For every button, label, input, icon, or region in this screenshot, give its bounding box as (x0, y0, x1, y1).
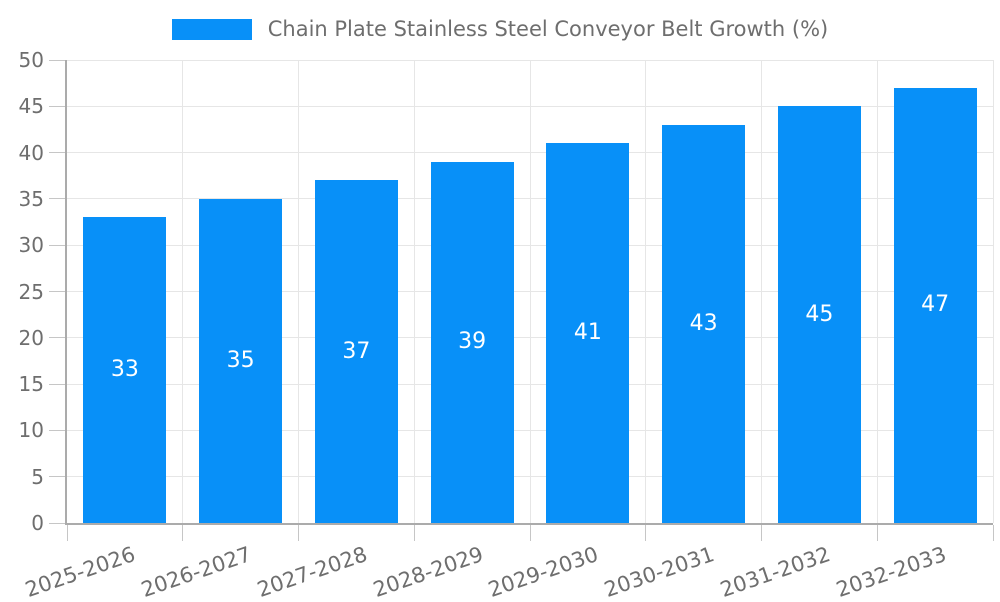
y-axis-tick (49, 105, 65, 107)
bar-value-label: 37 (342, 338, 371, 364)
bar-value-label: 41 (573, 320, 602, 346)
bar-value-label: 35 (226, 347, 255, 373)
x-axis-category-label: 2028-2029 (369, 542, 486, 602)
bar (314, 180, 398, 523)
y-axis-line (65, 60, 67, 525)
y-axis-tick (49, 476, 65, 478)
bar (199, 198, 283, 523)
bar-value-label: 45 (805, 301, 834, 327)
x-axis-category-label: 2032-2033 (832, 542, 949, 602)
x-axis-tick (529, 525, 531, 541)
gridline-vertical (992, 60, 994, 523)
y-axis-tick-label: 0 (31, 511, 44, 535)
bar-value-label: 43 (689, 310, 718, 336)
x-axis-category-label: 2025-2026 (22, 542, 139, 602)
y-axis-tick-label: 10 (18, 418, 44, 443)
y-axis-tick (49, 152, 65, 154)
y-axis-tick (49, 429, 65, 431)
bar-value-label: 39 (458, 329, 487, 355)
legend-swatch-icon (171, 18, 252, 40)
bar-value-label: 47 (921, 292, 950, 318)
y-axis-tick-label: 40 (18, 140, 44, 165)
y-axis-tick-label: 45 (18, 94, 44, 119)
y-axis-tick (49, 198, 65, 200)
x-axis-tick (761, 525, 762, 541)
bar (893, 87, 977, 523)
gridline-vertical (182, 60, 184, 523)
x-axis-tick (992, 525, 994, 541)
x-axis-category-label: 2027-2028 (254, 542, 371, 602)
bar (777, 106, 861, 523)
x-axis-tick (645, 525, 647, 541)
legend-label: Chain Plate Stainless Steel Conveyor Bel… (267, 17, 829, 41)
x-axis-tick (298, 525, 299, 541)
bar (546, 143, 630, 523)
bar (83, 217, 167, 523)
x-axis-category-label: 2031-2032 (717, 542, 834, 602)
x-axis-line (65, 523, 993, 525)
y-axis-tick (49, 383, 65, 385)
x-axis-tick (413, 525, 415, 541)
chart-legend[interactable]: Chain Plate Stainless Steel Conveyor Bel… (0, 17, 1000, 41)
x-axis-tick (876, 525, 878, 541)
y-axis-tick-label: 35 (18, 186, 44, 211)
y-axis-tick-label: 25 (18, 279, 44, 304)
x-axis-tick (66, 525, 68, 541)
x-axis-category-label: 2029-2030 (485, 542, 602, 602)
gridline-vertical (645, 60, 647, 523)
y-axis-tick (49, 59, 65, 61)
gridline-vertical (761, 60, 762, 523)
gridline-vertical (876, 60, 878, 523)
x-axis-category-label: 2030-2031 (601, 542, 718, 602)
bar (430, 161, 514, 523)
y-axis-tick (49, 291, 65, 292)
y-axis-tick-label: 20 (18, 325, 44, 350)
y-axis-tick (49, 337, 65, 339)
gridline-vertical (298, 60, 299, 523)
y-axis-tick-label: 30 (18, 233, 44, 258)
x-axis-category-label: 2026-2027 (138, 542, 255, 602)
gridline-vertical (413, 60, 415, 523)
bar (662, 124, 746, 523)
y-axis-tick-label: 50 (18, 48, 44, 72)
gridline-vertical (529, 60, 531, 523)
y-axis-tick (49, 244, 65, 246)
y-axis-tick (49, 522, 65, 524)
y-axis-tick-label: 5 (31, 464, 44, 489)
bar-value-label: 33 (110, 357, 139, 383)
x-axis-tick (182, 525, 184, 541)
y-axis-tick-label: 15 (18, 372, 44, 397)
